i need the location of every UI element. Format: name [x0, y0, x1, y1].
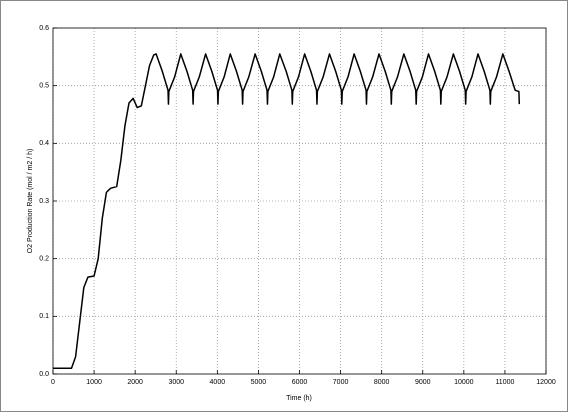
- y-tick-label: 0.3: [39, 198, 49, 205]
- y-tick-label: 0.6: [39, 25, 49, 32]
- x-tick-label: 5000: [251, 379, 267, 386]
- x-tick-label: 12000: [536, 379, 556, 386]
- x-tick-label: 9000: [415, 379, 431, 386]
- x-tick-label: 10000: [454, 379, 474, 386]
- x-axis-label: Time (h): [286, 395, 312, 402]
- plot-border: [52, 27, 547, 375]
- y-tick-label: 0.0: [39, 371, 49, 378]
- x-tick-label: 4000: [210, 379, 226, 386]
- x-tick-label: 1000: [86, 379, 102, 386]
- y-axis-label: O2 Production Rate (mol / m2 / h): [27, 149, 34, 254]
- x-tick-label: 2000: [127, 379, 143, 386]
- x-tick-label: 7000: [333, 379, 349, 386]
- y-tick-label: 0.4: [39, 140, 49, 147]
- data-line: [53, 53, 521, 369]
- y-tick-label: 0.1: [39, 313, 49, 320]
- y-tick-label: 0.2: [39, 256, 49, 263]
- x-tick-label: 3000: [168, 379, 184, 386]
- x-tick-label: 0: [51, 379, 55, 386]
- x-tick-label: 6000: [292, 379, 308, 386]
- x-tick-label: 11000: [495, 379, 514, 386]
- y-tick-label: 0.5: [39, 83, 49, 90]
- x-tick-label: 8000: [374, 379, 390, 386]
